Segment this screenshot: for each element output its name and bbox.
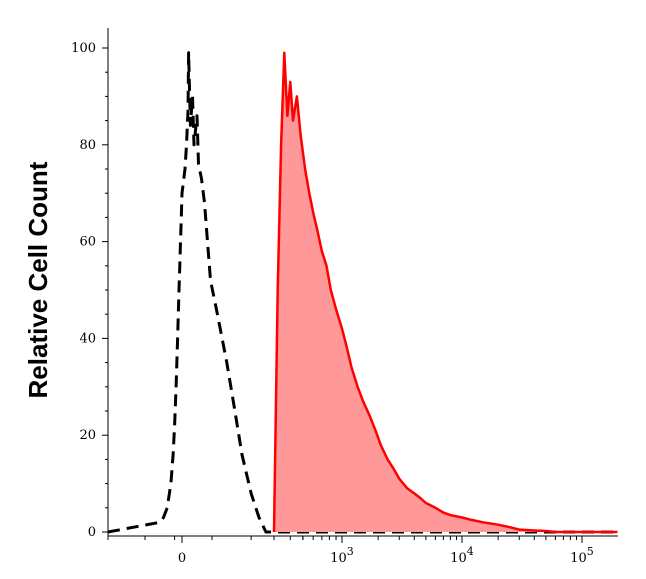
x-axis-ticks: 0 103 104 105 [107,536,594,566]
series-1-area [274,52,619,533]
x-tick-label: 104 [450,545,474,566]
y-axis-title: Relative Cell Count [23,161,53,398]
y-axis-ticks: 0 20 40 60 80 100 [71,41,108,540]
y-tick-label: 0 [88,525,96,540]
x-tick-label: 0 [178,551,186,566]
x-tick-label: 105 [570,545,594,566]
y-tick-label: 20 [79,428,96,443]
plot-area [107,51,619,534]
series-1-line [272,51,619,534]
y-tick-label: 100 [71,41,96,56]
x-tick-label: 103 [330,545,354,566]
series-0-line [107,51,619,534]
y-tick-label: 40 [79,331,96,346]
y-tick-label: 80 [79,138,96,153]
y-tick-label: 60 [79,235,96,250]
